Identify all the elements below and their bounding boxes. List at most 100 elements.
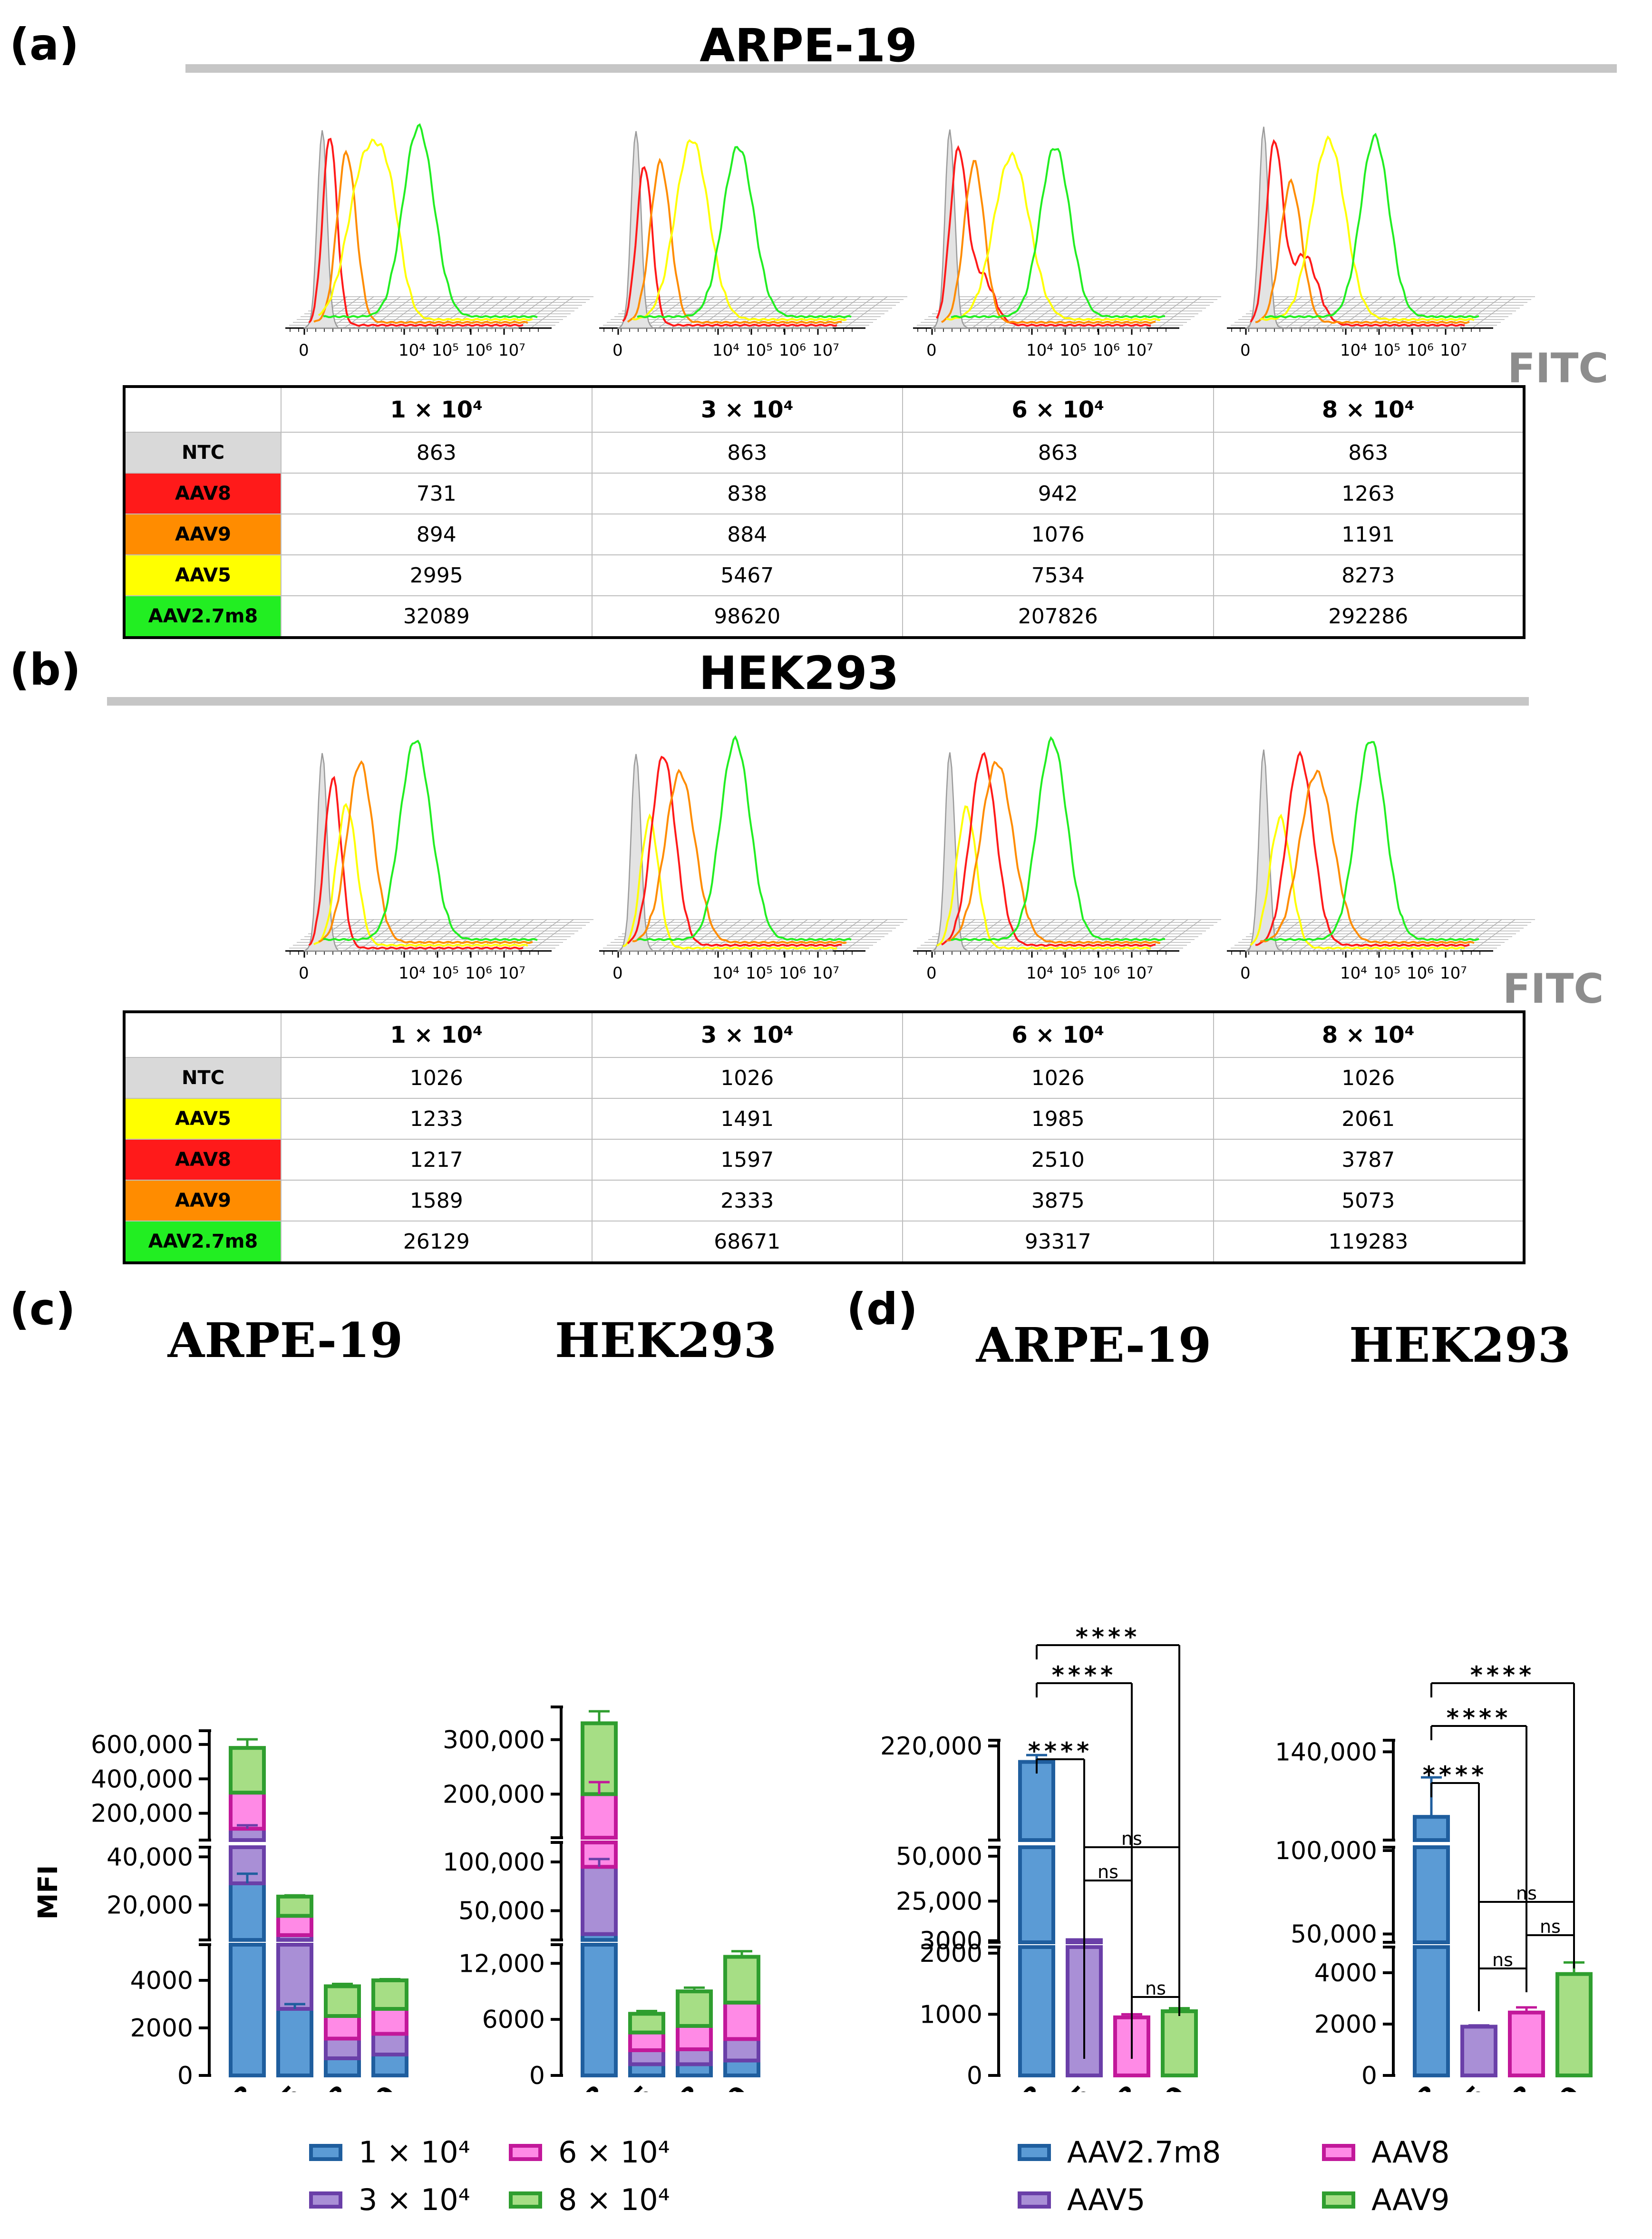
histogram-curve bbox=[313, 803, 528, 947]
table-b-cell: 1026 bbox=[281, 1057, 593, 1099]
legend-d-legend-swatch bbox=[1322, 2191, 1355, 2209]
table-a-corner-cell bbox=[124, 386, 282, 433]
d-arpe-y-tick-label: 1000 bbox=[920, 2000, 982, 2029]
table-a-cell: 1076 bbox=[902, 514, 1214, 555]
histogram-gridline bbox=[1299, 919, 1342, 951]
c-hek-bar-green bbox=[676, 1989, 713, 2028]
table-b-cell: 5073 bbox=[1213, 1180, 1525, 1221]
histogram-gridline bbox=[998, 296, 1042, 329]
table-b-column-header: 8 × 10⁴ bbox=[1213, 1011, 1525, 1058]
table-a-cell: 884 bbox=[591, 514, 903, 555]
table-row: NTC 1026 1026 1026 1026 bbox=[124, 1057, 1525, 1099]
histogram-gridline bbox=[1339, 919, 1382, 951]
panel-d-label: (d) bbox=[846, 1284, 918, 1335]
histogram-tick-label: 0 bbox=[926, 964, 937, 983]
histogram-tick-label: 0 bbox=[1240, 341, 1251, 360]
c-arpe-x-tick-label: AAV2.7m8 bbox=[131, 2080, 262, 2092]
d-arpe-y-tick-label: 50,000 bbox=[896, 1842, 982, 1871]
histogram-gridline bbox=[831, 919, 875, 951]
d-arpe-bar bbox=[1018, 1945, 1055, 2077]
histogram-gridline bbox=[1011, 919, 1055, 951]
fitc-axis-label-a: FITC bbox=[1507, 345, 1609, 392]
fitc-axis-label-b: FITC bbox=[1503, 965, 1604, 1013]
legend-c-legend-label: 1 × 10⁴ bbox=[359, 2135, 470, 2170]
histogram-curve bbox=[632, 139, 847, 321]
histogram-block: 0 10⁴ 10⁵ 10⁶ 10⁷ bbox=[913, 129, 1221, 360]
d-hek-significance-label: ns bbox=[1492, 1949, 1513, 1970]
c-hek-y-tick-label: 300,000 bbox=[443, 1726, 545, 1754]
histogram-curve bbox=[1260, 769, 1475, 944]
histogram-gridline bbox=[1272, 296, 1316, 329]
legend-d-legend-item: AAV8 bbox=[1322, 2135, 1449, 2170]
histogram-curve bbox=[622, 813, 837, 950]
table-b-cell: 2061 bbox=[1213, 1098, 1525, 1140]
c-arpe-bar-blue bbox=[229, 1881, 266, 1942]
d-arpe-significance-label: **** bbox=[1076, 1623, 1141, 1651]
histogram-curve bbox=[318, 760, 533, 944]
histogram-gridline bbox=[1312, 919, 1356, 951]
histogram-block: 0 10⁴ 10⁵ 10⁶ 10⁷ bbox=[913, 736, 1221, 983]
legend-c-legend-swatch bbox=[309, 2143, 342, 2161]
chart-d-hek-title: HEK293 bbox=[1349, 1317, 1571, 1373]
c-arpe-y-tick-label: 4000 bbox=[130, 1967, 193, 1995]
table-b-cell: 1491 bbox=[591, 1098, 903, 1140]
c-hek-bar-pink bbox=[676, 2024, 713, 2051]
legend-d-legend-item: AAV2.7m8 bbox=[1018, 2135, 1221, 2170]
mfi-table-arpe19: 1 × 10⁴ 3 × 10⁴ 6 × 10⁴ 8 × 10⁴ NTC 863 863 863… bbox=[123, 385, 1526, 639]
histogram-gridline bbox=[1272, 919, 1316, 951]
histogram-curve bbox=[627, 756, 842, 947]
table-b-cell: 1026 bbox=[591, 1057, 903, 1099]
histogram-gridline bbox=[1325, 919, 1369, 951]
histogram-gridline bbox=[998, 919, 1042, 951]
histogram-gridline bbox=[450, 919, 494, 951]
d-hek-bar bbox=[1413, 1815, 1450, 1842]
histogram-gridline bbox=[517, 296, 561, 329]
c-hek-bar-purple bbox=[581, 1865, 618, 1936]
histogram-gridline bbox=[958, 919, 1002, 951]
d-arpe-bar bbox=[1018, 1845, 1055, 1944]
histogram-tick-label: 10⁷ bbox=[498, 341, 525, 360]
table-b-cell: 68671 bbox=[591, 1221, 903, 1263]
c-arpe-bar-blue bbox=[371, 2053, 408, 2077]
d-hek-significance-label: **** bbox=[1470, 1661, 1535, 1689]
histogram-gridline bbox=[644, 919, 688, 951]
table-b-cell: 1217 bbox=[281, 1139, 593, 1181]
legend-c-legend-swatch bbox=[509, 2191, 542, 2209]
histogram-tick-label: 10⁵ bbox=[432, 341, 459, 360]
table-a-cell: 731 bbox=[281, 473, 593, 514]
table-row: AAV8 731 838 942 1263 bbox=[124, 473, 1525, 514]
c-arpe-y-tick-label: 600,000 bbox=[91, 1731, 193, 1759]
table-a-row-label: AAV8 bbox=[124, 473, 282, 514]
d-hek-y-tick-label: 2000 bbox=[1314, 2010, 1377, 2039]
histogram-gridline bbox=[357, 296, 401, 329]
histogram-curve bbox=[941, 160, 1156, 324]
histogram-gridline bbox=[972, 296, 1015, 329]
table-a-column-header: 6 × 10⁴ bbox=[902, 386, 1214, 433]
histogram-tick-label: 10⁵ bbox=[1059, 964, 1087, 983]
histogram-curve bbox=[1264, 741, 1479, 941]
table-a-cell: 1191 bbox=[1213, 514, 1525, 555]
histogram-tick-label: 10⁴ bbox=[712, 964, 739, 983]
histogram-curve bbox=[637, 146, 852, 319]
d-arpe-significance-label: **** bbox=[1052, 1661, 1117, 1689]
table-b-row-label: AAV9 bbox=[124, 1180, 282, 1221]
histogram-tick-label: 10⁵ bbox=[746, 341, 773, 360]
histogram-block: 0 10⁴ 10⁵ 10⁶ 10⁷ bbox=[285, 123, 593, 360]
legend-c-legend-label: 3 × 10⁴ bbox=[359, 2182, 470, 2217]
histogram-ntc-curve bbox=[617, 131, 833, 330]
histogram-tick-label: 10⁶ bbox=[779, 341, 806, 360]
legend-c-legend-swatch bbox=[509, 2143, 542, 2161]
histogram-curve bbox=[941, 752, 1156, 947]
table-b-column-header: 6 × 10⁴ bbox=[902, 1011, 1214, 1058]
histogram-tick-label: 10⁷ bbox=[812, 341, 839, 360]
panel-a-title: ARPE-19 bbox=[700, 19, 917, 72]
d-hek-bar bbox=[1555, 1972, 1593, 2077]
histogram-gridline bbox=[698, 919, 741, 951]
table-a-cell: 942 bbox=[902, 473, 1214, 514]
legend-c-legend-item: 8 × 10⁴ bbox=[509, 2182, 670, 2217]
chart-c-arpe-title: ARPE-19 bbox=[167, 1312, 403, 1368]
table-b-cell: 119283 bbox=[1213, 1221, 1525, 1263]
c-hek-bar-blue bbox=[723, 2058, 760, 2077]
histogram-curve bbox=[951, 736, 1166, 941]
d-arpe-y-tick-label: 220,000 bbox=[880, 1732, 982, 1761]
